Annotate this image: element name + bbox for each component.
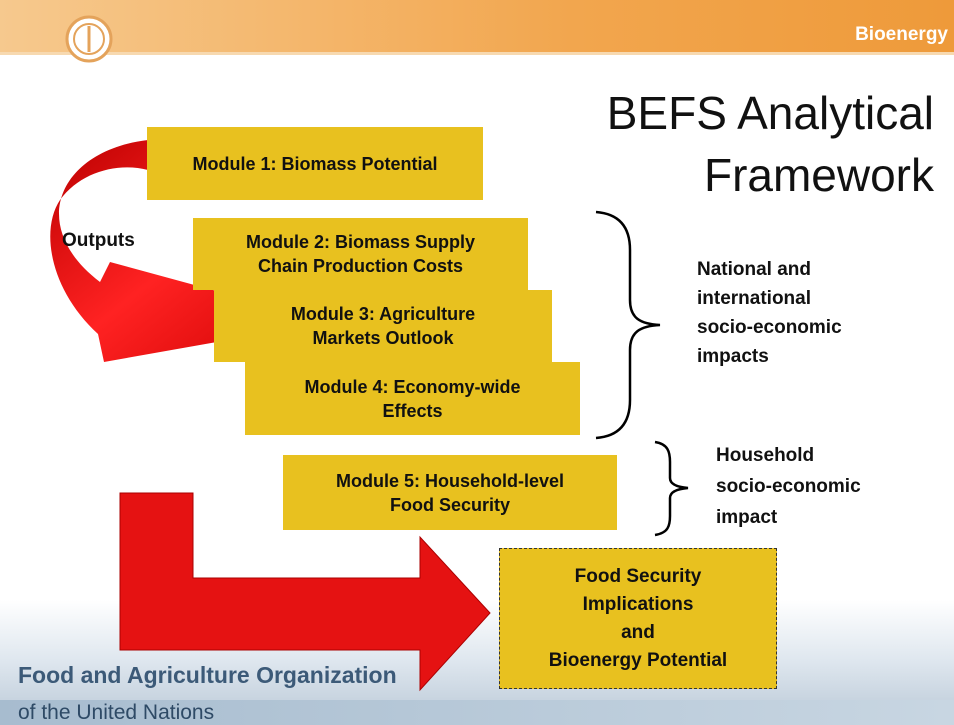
- footer-org: Food and Agriculture Organization: [18, 662, 397, 688]
- footer-band: [0, 700, 954, 725]
- result-line: Implications: [582, 593, 694, 615]
- title: BEFS Analytical Framework: [607, 82, 934, 206]
- module-text: Food Security: [389, 494, 510, 515]
- impact-line: socio-economic: [716, 476, 861, 497]
- result-line: Bioenergy Potential: [548, 649, 728, 671]
- impact-line: socio-economic: [697, 317, 842, 338]
- badge: Bioenergy: [855, 24, 948, 45]
- module-text: Module 2: Biomass Supply: [245, 232, 476, 252]
- impact-line: impacts: [697, 346, 769, 367]
- footer-sub: of the United Nations: [18, 701, 215, 724]
- module-text: Markets Outlook: [312, 328, 454, 348]
- module-text: Chain Production Costs: [257, 256, 463, 276]
- module-text: Module 1: Biomass Potential: [192, 153, 438, 174]
- title-line: BEFS Analytical: [606, 87, 934, 139]
- elbow-arrow: [119, 492, 491, 692]
- module-text: Module 3: Agriculture: [290, 304, 476, 324]
- impact-label: Household socio-economic impact: [716, 440, 861, 533]
- module-text: Module 4: Economy-wide: [304, 376, 521, 397]
- title-line: Framework: [703, 149, 934, 201]
- module-box: Module 2: Biomass Supply Chain Production…: [193, 218, 528, 290]
- impact-line: National and: [697, 259, 812, 280]
- brace-small: [654, 440, 689, 537]
- result-line: and: [621, 621, 655, 643]
- logo: [65, 15, 113, 63]
- impact-line: international: [697, 288, 812, 309]
- result-box: Food Security Implications and Bioenergy…: [499, 548, 777, 689]
- brace-large: [595, 210, 661, 440]
- module-box: Module 5: Household-level Food Security: [283, 455, 617, 530]
- module-text: Module 5: Household-level: [335, 470, 565, 491]
- impact-line: impact: [716, 507, 778, 528]
- impact-label: National and international socio-economi…: [697, 255, 842, 371]
- outputs-label: Outputs: [62, 230, 135, 251]
- result-line: Food Security: [574, 565, 702, 587]
- module-text: Effects: [382, 400, 443, 421]
- impact-line: Household: [716, 445, 815, 466]
- module-box: Module 3: Agriculture Markets Outlook: [214, 290, 552, 362]
- module-box: Module 1: Biomass Potential: [147, 127, 483, 200]
- top-bar: [0, 0, 954, 55]
- module-box: Module 4: Economy-wide Effects: [245, 362, 580, 435]
